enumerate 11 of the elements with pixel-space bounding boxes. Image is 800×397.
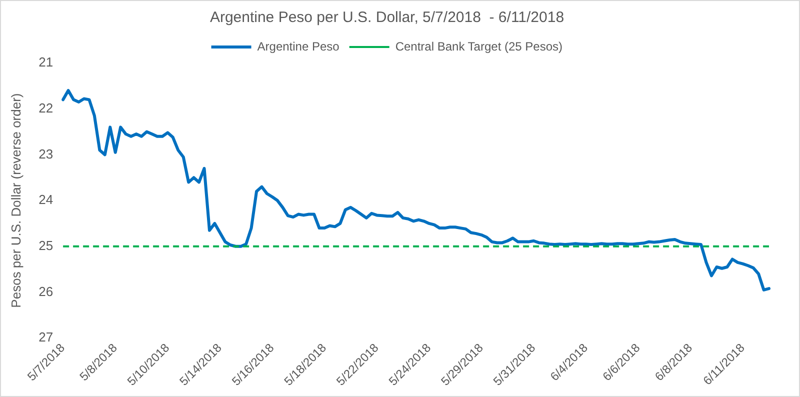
y-tick-label: 21 (38, 54, 54, 70)
legend-label: Argentine Peso (257, 39, 340, 54)
y-axis-title: Pesos per U.S. Dollar (reverse order) (8, 93, 24, 308)
y-tick-label: 25 (38, 238, 54, 253)
y-tick-label: 24 (38, 192, 54, 208)
y-tick-label: 22 (38, 100, 54, 116)
chart-title: Argentine Peso per U.S. Dollar, 5/7/2018 - 6/11/2018 (210, 9, 564, 26)
y-tick-label: 27 (38, 330, 54, 345)
y-tick-label: 23 (38, 146, 54, 162)
legend-label: Central Bank Target (25 Pesos) (395, 39, 563, 54)
y-tick-label: 26 (38, 284, 54, 299)
